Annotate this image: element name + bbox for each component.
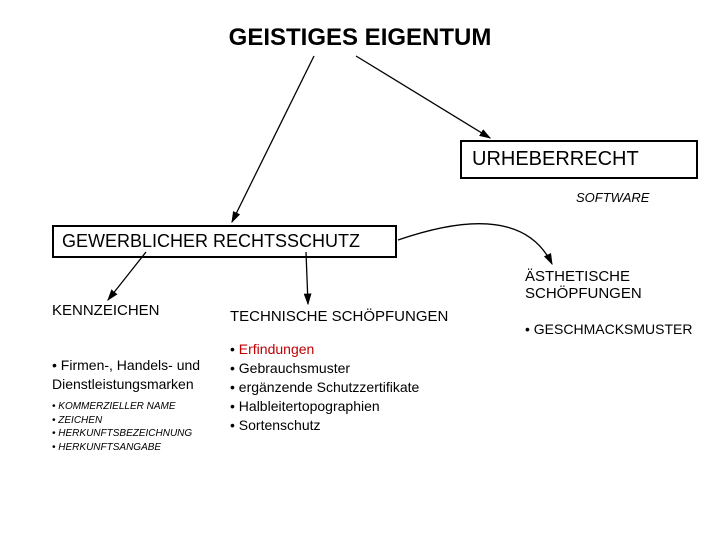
small-bullets-kennzeichen: • KOMMERZIELLER NAME• ZEICHEN• HERKUNFTS…	[52, 400, 192, 454]
list-item: • ergänzende Schutzzertifikate	[230, 378, 460, 397]
list-item: • HERKUNFTSBEZEICHNUNG	[52, 427, 192, 441]
list-item: • GESCHMACKSMUSTER	[525, 320, 705, 339]
list-item: • Gebrauchsmuster	[230, 359, 460, 378]
branch-label-technische: TECHNISCHE SCHÖPFUNGEN	[230, 308, 448, 325]
branch-label-aesthetische: ÄSTHETISCHE SCHÖPFUNGEN	[525, 268, 642, 303]
list-item: • ZEICHEN	[52, 414, 192, 428]
list-item: • Erfindungen	[230, 340, 460, 359]
aesth-line2: SCHÖPFUNGEN	[525, 285, 642, 302]
box-gewerblich: GEWERBLICHER RECHTSSCHUTZ	[52, 225, 397, 258]
annotation-software: SOFTWARE	[576, 190, 649, 205]
edge-arrow	[356, 56, 490, 138]
edge-arrow	[398, 224, 552, 264]
bullets-kennzeichen: • Firmen-, Handels- und Dienstleistungsm…	[52, 356, 232, 394]
list-item: • Firmen-, Handels- und Dienstleistungsm…	[52, 356, 232, 394]
edge-arrow	[306, 252, 308, 304]
branch-label-kennzeichen: KENNZEICHEN	[52, 302, 160, 319]
bullets-technische: • Erfindungen• Gebrauchsmuster• ergänzen…	[230, 340, 460, 434]
list-item: • Halbleitertopographien	[230, 397, 460, 416]
aesth-line1: ÄSTHETISCHE	[525, 268, 630, 285]
list-item: • HERKUNFTSANGABE	[52, 441, 192, 455]
bullets-aesthetische: • GESCHMACKSMUSTER	[525, 320, 705, 339]
list-item: • KOMMERZIELLER NAME	[52, 400, 192, 414]
list-item: • Sortenschutz	[230, 416, 460, 435]
edge-arrow	[232, 56, 314, 222]
edge-arrow	[108, 252, 146, 300]
box-urheberrecht: URHEBERRECHT	[460, 140, 698, 179]
diagram-title: GEISTIGES EIGENTUM	[229, 24, 492, 52]
